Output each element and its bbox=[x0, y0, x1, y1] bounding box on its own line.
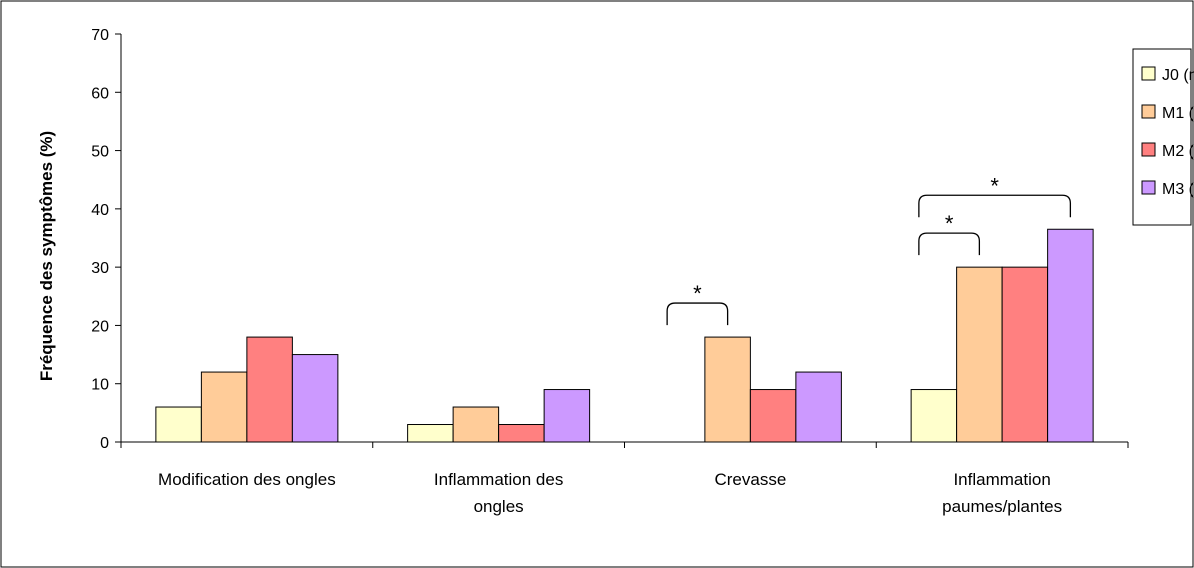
y-tick-label: 60 bbox=[91, 85, 109, 102]
significance-bracket bbox=[666, 302, 729, 326]
bars bbox=[155, 228, 1094, 443]
bar bbox=[407, 424, 454, 443]
bar bbox=[155, 406, 202, 443]
significance-markers: * * * bbox=[666, 173, 1072, 326]
y-tick-label: 0 bbox=[100, 435, 109, 452]
bar bbox=[452, 406, 500, 443]
bar bbox=[956, 266, 1003, 443]
significance-star: * bbox=[990, 173, 999, 198]
bar bbox=[910, 389, 958, 443]
bar bbox=[246, 336, 293, 443]
y-axis-label: Fréquence des symptômes (%) bbox=[37, 131, 56, 381]
y-tick-label: 40 bbox=[91, 202, 109, 219]
legend-label: M1 (n=31) bbox=[1162, 105, 1194, 122]
y-tick-label: 50 bbox=[91, 144, 109, 161]
bar bbox=[498, 424, 545, 443]
bar bbox=[795, 371, 842, 443]
legend-label: M2 (n=28) bbox=[1162, 143, 1194, 160]
significance-star: * bbox=[693, 281, 702, 306]
bar bbox=[704, 336, 751, 443]
significance-star: * bbox=[945, 211, 954, 236]
category-label: paumes/plantes bbox=[942, 497, 1062, 516]
legend-swatch bbox=[1141, 142, 1156, 157]
bar bbox=[749, 389, 797, 443]
category-label: Crevasse bbox=[714, 470, 786, 489]
bar bbox=[543, 389, 591, 443]
significance-bracket bbox=[918, 194, 1072, 218]
category-label: Inflammation bbox=[953, 470, 1050, 489]
y-tick-label: 30 bbox=[91, 260, 109, 277]
legend-swatch bbox=[1141, 104, 1156, 119]
category-label: ongles bbox=[474, 497, 524, 516]
legend: J0 (n=32) M1 (n=31) M2 (n=28) M3 (n=29) bbox=[1132, 48, 1194, 226]
legend-swatch bbox=[1141, 66, 1156, 81]
bar bbox=[1001, 266, 1049, 443]
category-label: Inflammation des bbox=[434, 470, 563, 489]
category-label: Modification des ongles bbox=[158, 470, 336, 489]
category-labels: Modification des ongles Inflammation des o… bbox=[158, 470, 1062, 516]
bar bbox=[291, 354, 339, 443]
legend-swatch bbox=[1141, 180, 1156, 195]
y-tick-label: 20 bbox=[91, 318, 109, 335]
legend-label: J0 (n=32) bbox=[1162, 67, 1194, 84]
y-tick-label: 10 bbox=[91, 377, 109, 394]
y-tick-label: 70 bbox=[91, 27, 109, 44]
bar bbox=[1047, 228, 1094, 443]
significance-bracket bbox=[918, 232, 981, 256]
bar bbox=[200, 371, 248, 443]
legend-label: M3 (n=29) bbox=[1162, 181, 1194, 198]
